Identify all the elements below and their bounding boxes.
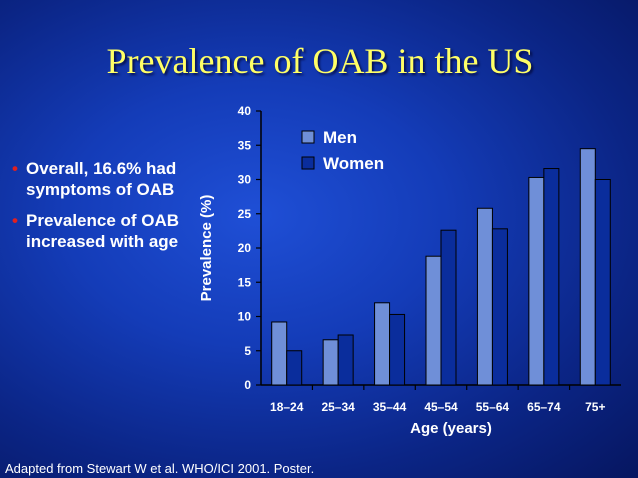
x-tick-label: 75+ xyxy=(585,400,605,414)
bullet-text: Prevalence of OAB increased with age xyxy=(26,211,180,251)
x-tick-label: 55–64 xyxy=(476,400,510,414)
legend-label-men: Men xyxy=(323,128,357,147)
y-tick-label: 35 xyxy=(238,138,252,152)
x-tick-label: 35–44 xyxy=(373,400,407,414)
y-tick-label: 30 xyxy=(238,173,252,187)
bar-men xyxy=(425,255,442,386)
bullet-item: • Prevalence of OAB increased with age xyxy=(10,210,190,252)
bar-women xyxy=(389,313,406,386)
bar-women xyxy=(491,228,508,386)
y-tick-label: 40 xyxy=(238,104,252,118)
bar-men xyxy=(271,321,288,386)
bar-women xyxy=(594,179,611,386)
y-tick-label: 25 xyxy=(238,207,252,221)
source-citation: Adapted from Stewart W et al. WHO/ICI 20… xyxy=(5,461,315,476)
y-tick-label: 15 xyxy=(238,275,252,289)
y-tick-label: 5 xyxy=(244,344,251,358)
slide-title: Prevalence of OAB in the US xyxy=(106,41,534,81)
bar-women xyxy=(543,168,560,386)
bar-women xyxy=(286,350,303,386)
legend-swatch-women xyxy=(301,156,315,170)
bullet-icon: • xyxy=(12,211,18,230)
bar-women xyxy=(440,229,457,386)
bar-men xyxy=(579,148,596,386)
y-tick-label: 10 xyxy=(238,310,252,324)
x-tick-label: 25–34 xyxy=(321,400,355,414)
x-tick-label: 45–54 xyxy=(424,400,458,414)
y-tick-label: 0 xyxy=(244,378,251,392)
legend-swatch-men xyxy=(301,130,315,144)
bar-men xyxy=(322,339,339,386)
x-axis-title: Age (years) xyxy=(410,420,492,437)
y-tick-label: 20 xyxy=(238,241,252,255)
bullet-icon: • xyxy=(12,159,18,178)
bar-men xyxy=(528,176,545,386)
bar-men xyxy=(374,302,391,386)
bullet-list: • Overall, 16.6% had symptoms of OAB • P… xyxy=(10,158,190,262)
bar-men xyxy=(476,207,493,386)
bar-women xyxy=(337,334,354,386)
bullet-item: • Overall, 16.6% had symptoms of OAB xyxy=(10,158,190,200)
x-tick-label: 65–74 xyxy=(527,400,561,414)
y-axis-title: Prevalence (%) xyxy=(198,195,215,302)
legend-label-women: Women xyxy=(323,154,384,173)
bullet-text: Overall, 16.6% had symptoms of OAB xyxy=(26,159,177,199)
x-tick-label: 18–24 xyxy=(270,400,304,414)
